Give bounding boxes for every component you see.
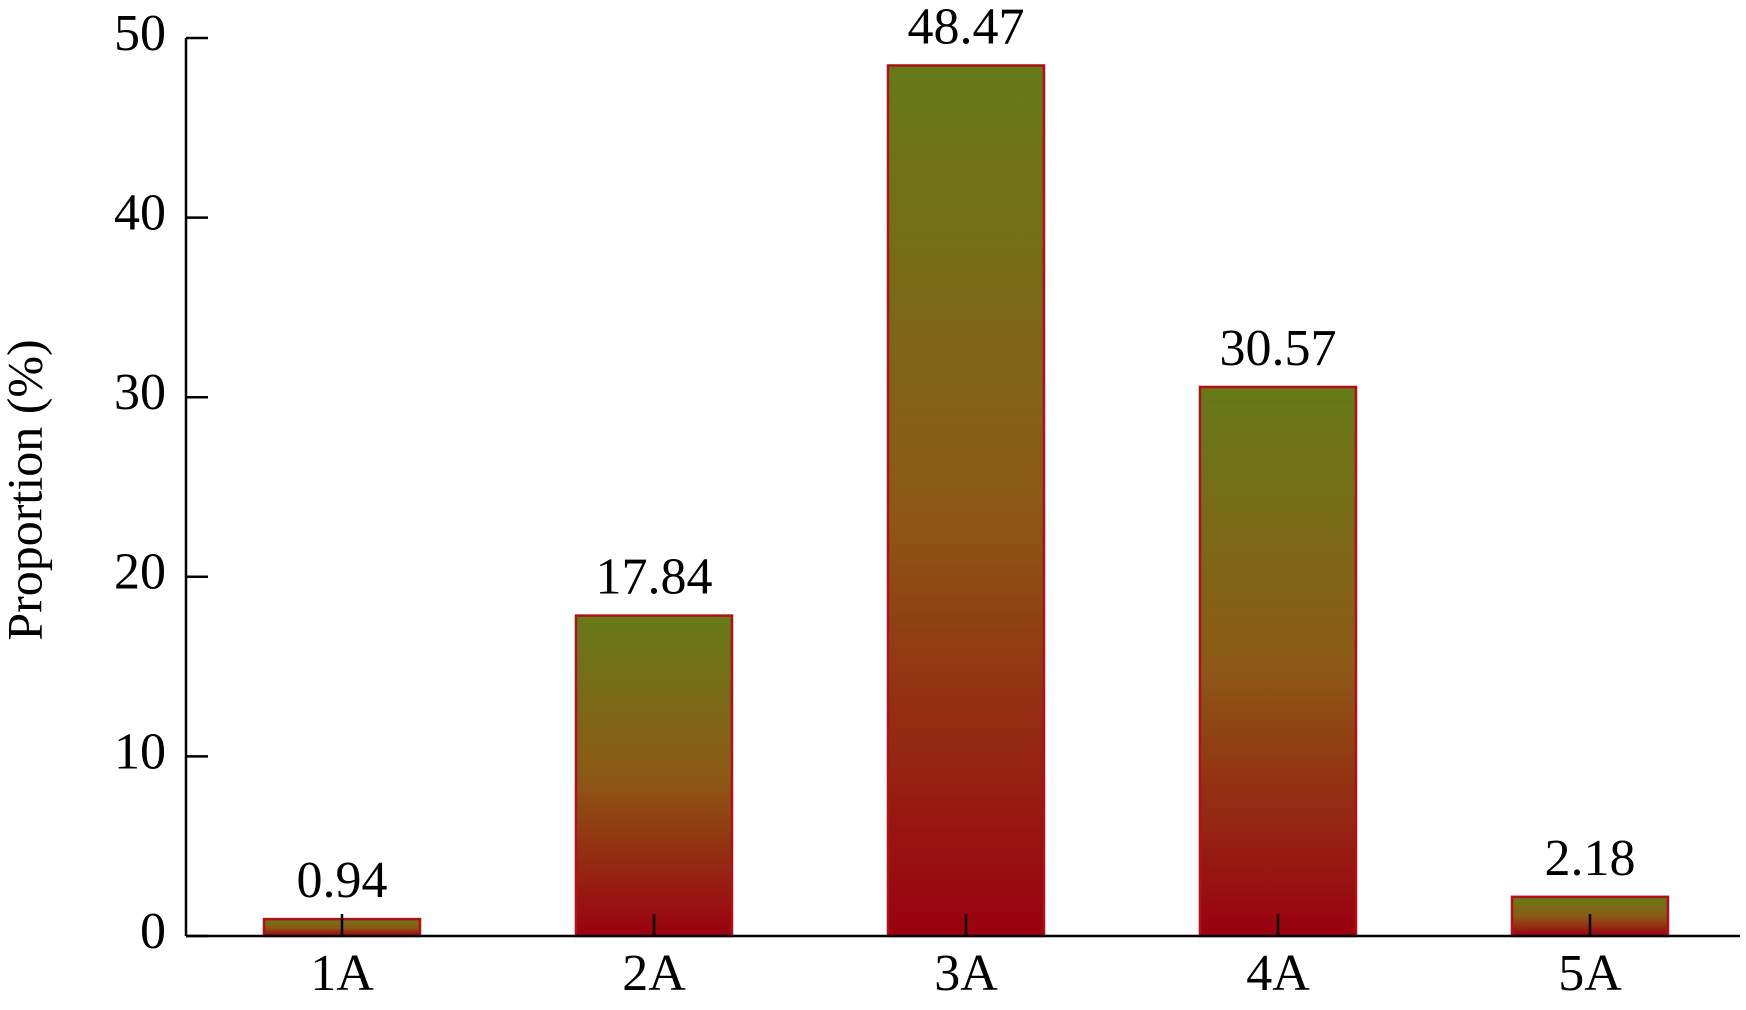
value-label: 48.47	[908, 0, 1025, 55]
y-tick-label: 0	[140, 903, 166, 960]
x-tick-label: 5A	[1558, 945, 1622, 1002]
value-label: 2.18	[1545, 830, 1636, 887]
y-tick-label: 40	[114, 185, 166, 242]
y-tick-label: 50	[114, 5, 166, 62]
x-tick-label: 2A	[622, 945, 686, 1002]
x-tick-label: 3A	[934, 945, 998, 1002]
bar	[886, 64, 1046, 938]
bar	[1198, 385, 1358, 938]
y-tick-label: 30	[114, 364, 166, 421]
y-tick-label: 20	[114, 544, 166, 601]
bar	[574, 614, 734, 938]
value-label: 0.94	[297, 852, 388, 909]
value-label: 30.57	[1220, 320, 1337, 377]
x-tick-label: 1A	[310, 945, 374, 1002]
y-tick-label: 10	[114, 723, 166, 780]
x-tick-label: 4A	[1246, 945, 1310, 1002]
y-axis-label: Proportion (%)	[0, 339, 52, 640]
value-label: 17.84	[596, 549, 713, 606]
